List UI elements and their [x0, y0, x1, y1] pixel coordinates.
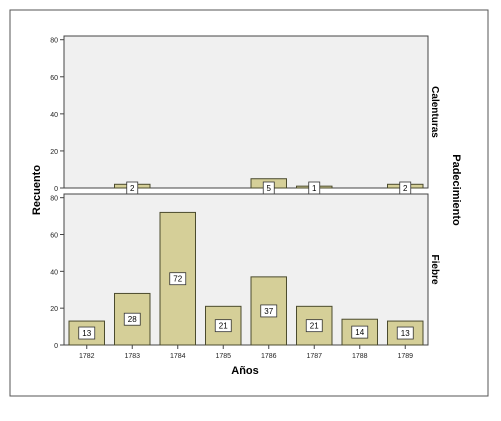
- data-label-box: [305, 319, 323, 333]
- y-tick-label: 40: [50, 112, 58, 119]
- y-tick-label: 0: [54, 343, 58, 350]
- y-tick-label: 0: [54, 186, 58, 193]
- data-label: 72: [173, 275, 182, 284]
- data-label-box: [351, 325, 369, 339]
- x-tick-label: 1787: [306, 353, 322, 360]
- x-tick-label: 1789: [397, 353, 413, 360]
- y-tick-label: 20: [50, 149, 58, 156]
- data-label: 2: [130, 184, 135, 193]
- y-tick-label: 80: [50, 196, 58, 203]
- data-label-box: [169, 272, 187, 286]
- y-tick-label: 60: [50, 233, 58, 240]
- x-axis-title: Años: [231, 365, 259, 377]
- data-label-box: [78, 326, 96, 340]
- y-axis-title: Recuento: [31, 165, 43, 215]
- y-tick-label: 40: [50, 269, 58, 276]
- data-label: 14: [355, 328, 364, 337]
- data-label-box: [123, 312, 141, 326]
- data-label: 28: [128, 315, 137, 324]
- data-label-box: [214, 319, 232, 333]
- y-tick-label: 80: [50, 38, 58, 45]
- data-label: 21: [219, 322, 228, 331]
- panel-label: Fiebre: [429, 254, 440, 284]
- x-tick-label: 1784: [170, 353, 186, 360]
- panel-calenturas: 0 20 40 60 80 2 5 1 2 Calenturas: [50, 35, 440, 195]
- panel-fiebre: 0 20 40 60 80 13 28 72 21 37 21 14 13 Fiebre 1782 1783 1…: [50, 193, 440, 360]
- data-label-box: [396, 326, 414, 340]
- data-label: 1: [312, 184, 317, 193]
- data-label: 13: [82, 329, 91, 338]
- x-tick-label: 1782: [79, 353, 95, 360]
- facet-title: Padecimiento: [450, 154, 462, 226]
- data-label: 13: [401, 329, 410, 338]
- x-tick-label: 1786: [261, 353, 277, 360]
- y-tick-label: 60: [50, 75, 58, 82]
- data-label: 5: [267, 184, 272, 193]
- y-tick-label: 20: [50, 306, 58, 313]
- data-label-box: [260, 304, 278, 318]
- x-tick-label: 1788: [352, 353, 368, 360]
- data-label: 2: [403, 184, 408, 193]
- data-label: 21: [310, 322, 319, 331]
- x-tick-label: 1785: [215, 353, 231, 360]
- x-tick-label: 1783: [124, 353, 140, 360]
- panel-background: [63, 35, 429, 189]
- panel-label: Calenturas: [429, 86, 440, 138]
- data-label: 37: [264, 307, 273, 316]
